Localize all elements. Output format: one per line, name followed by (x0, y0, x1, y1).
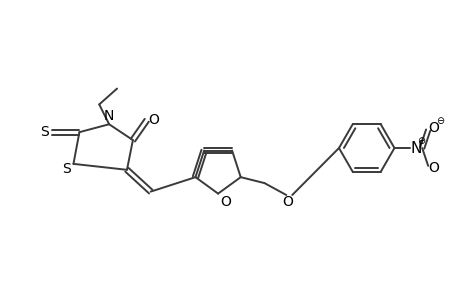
Text: N: N (104, 109, 114, 123)
Text: O: O (220, 194, 231, 208)
Text: O: O (428, 161, 439, 175)
Text: ⊕: ⊕ (416, 136, 425, 146)
Text: O: O (148, 113, 159, 127)
Text: N: N (410, 140, 421, 155)
Text: O: O (281, 195, 292, 209)
Text: S: S (62, 162, 71, 176)
Text: O: O (428, 121, 439, 135)
Text: ⊖: ⊖ (435, 116, 443, 126)
Text: S: S (40, 125, 49, 139)
